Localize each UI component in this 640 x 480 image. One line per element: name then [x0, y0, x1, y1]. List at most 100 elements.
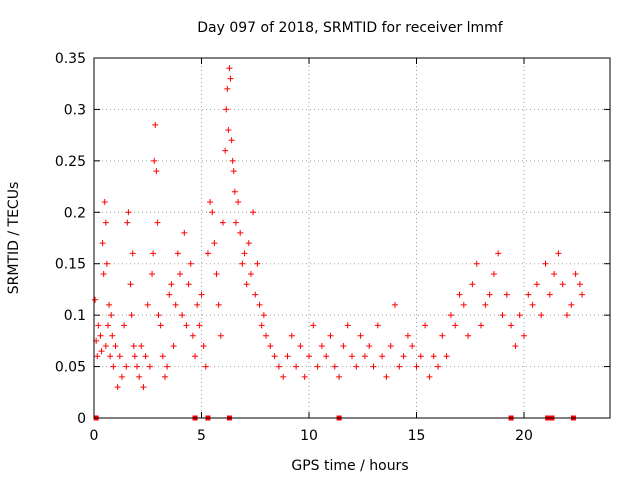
data-point	[288, 332, 295, 339]
data-point	[473, 260, 480, 267]
data-point	[166, 291, 173, 298]
data-point	[150, 250, 157, 257]
y-tick-label: 0.25	[55, 154, 86, 170]
data-point	[555, 250, 562, 257]
data-point	[318, 343, 325, 349]
data-point	[129, 250, 136, 257]
data-point	[521, 332, 527, 339]
grid-lines	[94, 58, 610, 418]
data-point	[508, 322, 515, 329]
data-point	[284, 353, 291, 360]
data-point	[215, 301, 222, 308]
data-point	[202, 363, 209, 370]
data-point	[243, 281, 250, 288]
data-point	[478, 322, 484, 329]
data-point	[170, 343, 177, 349]
data-point	[118, 373, 125, 380]
data-point	[237, 229, 244, 236]
x-tick-label: 0	[90, 428, 99, 444]
data-point	[200, 343, 207, 349]
data-point	[499, 312, 506, 319]
data-point	[465, 332, 472, 339]
data-point	[230, 168, 237, 175]
data-point	[516, 312, 523, 319]
data-point	[392, 301, 398, 308]
data-point	[228, 137, 235, 144]
data-point	[340, 343, 347, 349]
data-point	[263, 332, 269, 339]
y-tick-label: 0.35	[55, 51, 86, 67]
data-point	[447, 312, 454, 319]
data-point	[417, 353, 424, 360]
data-point	[128, 312, 135, 319]
data-point	[149, 271, 156, 277]
data-point	[374, 322, 381, 329]
y-tick-label: 0.2	[64, 205, 86, 221]
data-point	[152, 121, 159, 128]
data-point	[164, 363, 171, 370]
data-point	[323, 353, 330, 360]
data-point	[370, 363, 377, 370]
data-point	[422, 322, 429, 329]
data-point	[183, 322, 190, 329]
data-point	[144, 301, 151, 308]
data-point	[456, 291, 463, 298]
x-axis-ticks: 0 5 10 15 20	[90, 58, 533, 444]
data-point	[181, 229, 188, 236]
data-point	[108, 312, 115, 319]
data-point	[327, 332, 334, 339]
data-point	[564, 312, 570, 319]
data-point	[252, 291, 259, 298]
data-point	[98, 348, 105, 355]
y-axis-label: SRMTID / TECUs	[6, 182, 22, 295]
data-point	[357, 332, 364, 339]
data-point	[490, 271, 497, 277]
x-axis-label: GPS time / hours	[291, 458, 408, 474]
data-point	[130, 343, 137, 349]
data-point	[124, 219, 131, 226]
data-point	[140, 384, 147, 391]
data-point	[280, 373, 287, 380]
data-point	[314, 363, 321, 370]
data-point	[185, 281, 192, 288]
data-point	[271, 353, 278, 360]
data-point	[153, 168, 160, 175]
data-point	[559, 281, 566, 288]
data-point	[439, 332, 446, 339]
data-point	[452, 322, 459, 329]
data-point	[179, 312, 186, 319]
data-point	[168, 281, 175, 288]
data-point	[211, 240, 218, 247]
data-point	[95, 322, 102, 329]
y-axis-ticks: 0 0.05 0.1 0.15 0.2 0.25 0.3 0.35	[55, 51, 610, 427]
data-point	[101, 199, 108, 205]
data-points	[92, 65, 586, 391]
data-point	[293, 363, 300, 370]
data-point	[194, 301, 201, 308]
data-point	[413, 363, 420, 370]
chart-title: Day 097 of 2018, SRMTID for receiver lmm…	[197, 20, 504, 36]
data-point	[306, 353, 312, 360]
data-point	[353, 363, 360, 370]
data-point	[104, 322, 111, 329]
data-point	[110, 363, 117, 370]
data-point	[387, 343, 394, 349]
data-point	[495, 250, 502, 257]
data-point	[349, 353, 355, 360]
data-point	[576, 281, 583, 288]
data-point	[146, 363, 153, 370]
data-point	[125, 209, 132, 216]
data-point	[260, 312, 267, 319]
data-point	[546, 291, 553, 298]
data-point	[396, 363, 403, 370]
data-point	[579, 291, 586, 298]
x-tick-label: 5	[197, 428, 206, 444]
data-point	[107, 353, 114, 360]
data-point	[204, 250, 211, 257]
data-point	[568, 301, 575, 308]
data-point	[258, 322, 265, 329]
data-point	[529, 301, 536, 308]
data-point	[245, 240, 252, 247]
data-point	[172, 301, 179, 308]
